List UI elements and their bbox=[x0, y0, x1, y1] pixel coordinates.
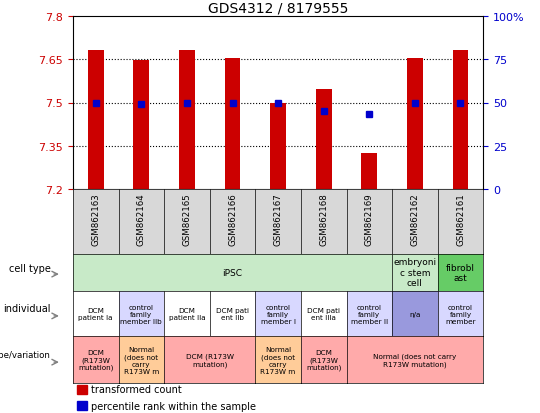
Text: Normal
(does not
carry
R173W m: Normal (does not carry R173W m bbox=[124, 346, 159, 374]
Text: DCM
(R173W
mutation): DCM (R173W mutation) bbox=[78, 349, 113, 370]
Text: Normal (does not carry
R173W mutation): Normal (does not carry R173W mutation) bbox=[373, 353, 456, 367]
Text: GSM862164: GSM862164 bbox=[137, 193, 146, 246]
Text: cell type: cell type bbox=[9, 263, 51, 273]
Text: embryoni
c stem
cell: embryoni c stem cell bbox=[393, 258, 436, 287]
Bar bbox=[77, 385, 87, 394]
Text: GSM862165: GSM862165 bbox=[183, 193, 191, 246]
Text: DCM
(R173W
mutation): DCM (R173W mutation) bbox=[306, 349, 341, 370]
Bar bbox=[361, 154, 377, 190]
Text: individual: individual bbox=[3, 304, 51, 313]
Text: fibrobl
ast: fibrobl ast bbox=[446, 263, 475, 282]
Text: DCM pati
ent IIIa: DCM pati ent IIIa bbox=[307, 307, 340, 320]
Bar bbox=[453, 51, 469, 190]
Bar bbox=[270, 103, 286, 190]
Text: GSM862167: GSM862167 bbox=[274, 193, 282, 246]
Text: iPSC: iPSC bbox=[222, 268, 242, 277]
Text: GSM862166: GSM862166 bbox=[228, 193, 237, 246]
Text: control
family
member IIb: control family member IIb bbox=[120, 304, 162, 324]
Text: Normal
(does not
carry
R173W m: Normal (does not carry R173W m bbox=[260, 346, 296, 374]
Bar bbox=[87, 51, 104, 190]
Text: DCM pati
ent IIb: DCM pati ent IIb bbox=[216, 307, 249, 320]
Text: GSM862168: GSM862168 bbox=[319, 193, 328, 246]
Bar bbox=[179, 51, 195, 190]
Bar bbox=[407, 58, 423, 190]
Text: GSM862162: GSM862162 bbox=[410, 193, 420, 246]
Text: control
family
member: control family member bbox=[445, 304, 476, 324]
Text: DCM (R173W
mutation): DCM (R173W mutation) bbox=[186, 353, 234, 367]
Bar bbox=[225, 58, 240, 190]
Bar bbox=[77, 401, 87, 410]
Text: percentile rank within the sample: percentile rank within the sample bbox=[91, 401, 256, 411]
Text: n/a: n/a bbox=[409, 311, 421, 317]
Text: GSM862169: GSM862169 bbox=[365, 193, 374, 246]
Text: control
family
member II: control family member II bbox=[351, 304, 388, 324]
Text: control
family
member I: control family member I bbox=[261, 304, 295, 324]
Title: GDS4312 / 8179555: GDS4312 / 8179555 bbox=[208, 1, 348, 15]
Bar bbox=[316, 90, 332, 190]
Text: DCM
patient Ia: DCM patient Ia bbox=[78, 307, 113, 320]
Text: GSM862161: GSM862161 bbox=[456, 193, 465, 246]
Bar bbox=[133, 62, 149, 190]
Text: genotype/variation: genotype/variation bbox=[0, 350, 51, 359]
Text: DCM
patient IIa: DCM patient IIa bbox=[168, 307, 205, 320]
Text: transformed count: transformed count bbox=[91, 384, 182, 394]
Text: GSM862163: GSM862163 bbox=[91, 193, 100, 246]
